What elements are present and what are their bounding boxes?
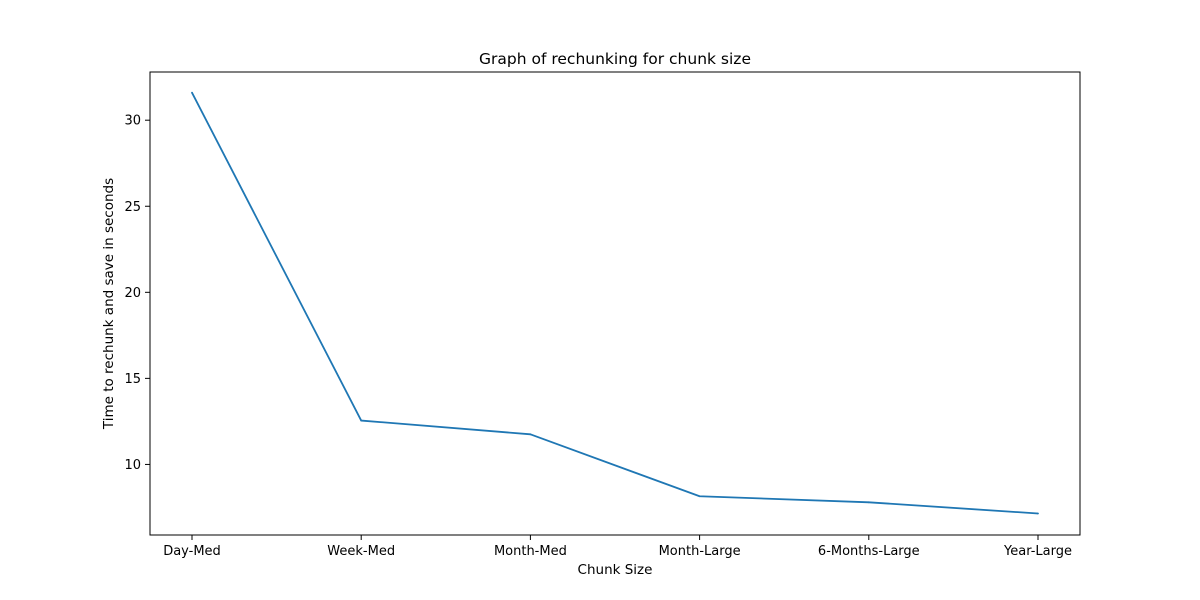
x-tick-label: Year-Large xyxy=(1003,544,1072,559)
data-point xyxy=(867,501,870,504)
plot-frame xyxy=(149,71,1081,536)
x-tick-label: 6-Months-Large xyxy=(818,544,920,559)
y-tick-label: 30 xyxy=(124,114,141,129)
x-tick-label: Week-Med xyxy=(327,544,395,559)
data-point xyxy=(360,419,363,422)
series-line xyxy=(191,92,1039,515)
y-tick-label: 20 xyxy=(124,286,141,301)
x-axis-label: Chunk Size xyxy=(578,562,653,578)
y-tick-label: 10 xyxy=(124,458,141,473)
x-tick-label: Day-Med xyxy=(163,544,221,559)
data-point xyxy=(698,495,701,498)
chart-title: Graph of rechunking for chunk size xyxy=(479,50,751,68)
x-tick-label: Month-Med xyxy=(494,544,567,559)
data-point xyxy=(1037,512,1039,515)
plot-lines xyxy=(191,91,1039,515)
x-ticks: Day-Med Week-Med Month-Med Month-Large 6-Mon… xyxy=(163,535,1072,559)
x-tick-label: Month-Large xyxy=(659,544,741,559)
y-tick-label: 25 xyxy=(124,200,141,215)
data-point xyxy=(191,91,193,94)
y-axis-label: Time to rechunk and save in seconds xyxy=(101,178,117,430)
y-tick-label: 15 xyxy=(124,372,141,387)
data-point xyxy=(529,433,532,436)
y-ticks: 10 15 20 25 30 xyxy=(124,114,150,473)
